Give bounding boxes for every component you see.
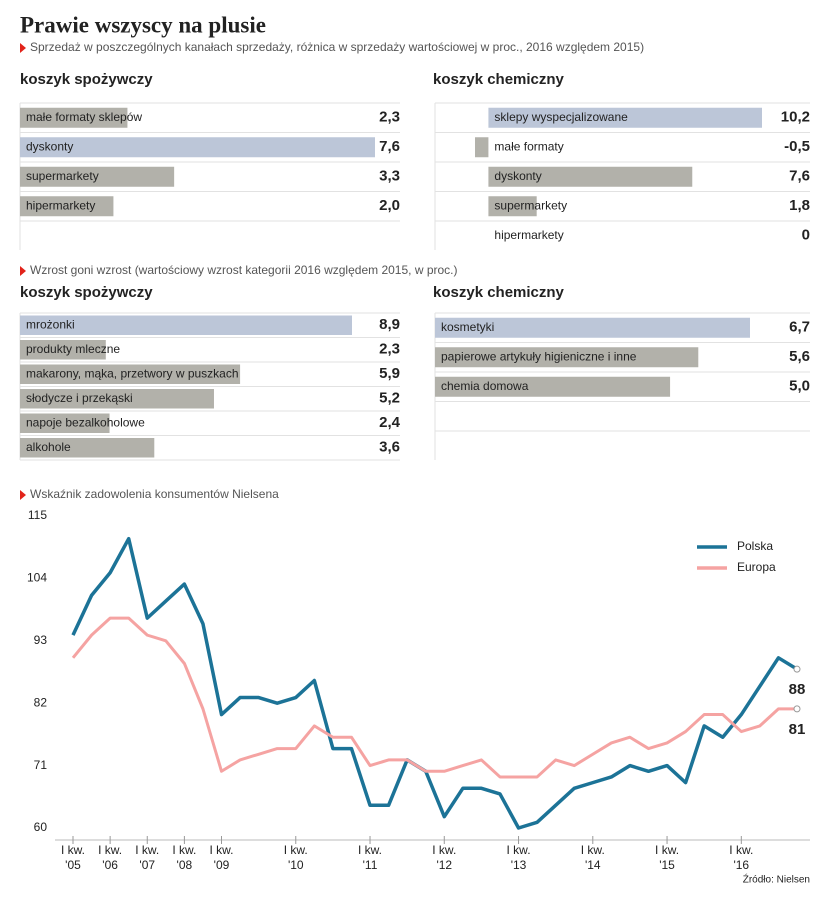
value-label: 5,9 [379, 365, 400, 382]
value-label: 5,0 [789, 378, 810, 395]
x-tick-label: I kw. '05 [60, 843, 85, 872]
value-label: 7,6 [379, 138, 400, 155]
bar [435, 347, 699, 368]
bar [20, 364, 241, 384]
x-tick-label: I kw. '08 [172, 843, 197, 872]
bar-label: napoje bezalkoholowe [26, 415, 145, 429]
value-label: 8,9 [379, 316, 400, 333]
legend-label: Europa [737, 560, 776, 574]
panel-title: koszyk chemiczny [433, 71, 565, 88]
bar-label: chemia domowa [441, 379, 529, 393]
value-label: 5,2 [379, 390, 400, 407]
end-value-label: 81 [789, 721, 806, 738]
bar-label: hipermarkety [494, 228, 563, 242]
bar-label: makarony, mąka, przetwory w puszkach [26, 366, 239, 380]
section-marker [20, 266, 26, 276]
chart-title: Wskaźnik zadowolenia konsumentów Nielsen… [30, 487, 279, 501]
section-marker [20, 43, 26, 53]
main-title: Prawie wszyscy na plusie [20, 12, 266, 37]
bar-label: małe formaty [494, 139, 563, 153]
bar-label: mrożonki [26, 317, 75, 331]
value-label: 2,3 [379, 109, 400, 126]
legend-label: Polska [737, 539, 773, 553]
bar-label: kosmetyki [441, 320, 494, 334]
series-line [71, 536, 798, 830]
end-marker [793, 705, 801, 713]
value-label: -0,5 [784, 138, 810, 155]
value-label: 3,3 [379, 168, 400, 185]
x-tick-label: I kw. '16 [729, 843, 754, 872]
y-tick-label: 104 [27, 571, 47, 585]
bar-label: dyskonty [26, 139, 73, 153]
bar-label: alkohole [26, 440, 71, 454]
y-tick-label: 71 [34, 758, 48, 772]
value-label: 3,6 [379, 439, 400, 456]
bar [20, 315, 352, 335]
bar [435, 317, 750, 338]
x-tick-label: I kw. '14 [580, 843, 605, 872]
value-label: 0 [802, 227, 810, 244]
x-tick-label: I kw. '11 [358, 843, 383, 872]
panel-title: koszyk spożywczy [20, 71, 153, 88]
bar-label: papierowe artykuły higieniczne i inne [441, 349, 637, 363]
section-marker [20, 490, 26, 500]
bar [20, 137, 375, 158]
end-marker [793, 665, 801, 673]
bar-label: hipermarkety [26, 198, 95, 212]
value-label: 1,8 [789, 197, 810, 214]
bar-label: słodycze i przekąski [26, 391, 133, 405]
x-tick-label: I kw. '10 [283, 843, 308, 872]
value-label: 7,6 [789, 168, 810, 185]
subtitle: Wzrost goni wzrost (wartościowy wzrost k… [30, 263, 458, 277]
bar [488, 107, 762, 128]
x-tick-label: I kw. '09 [209, 843, 234, 872]
value-label: 2,0 [379, 197, 400, 214]
series-line [71, 616, 797, 779]
value-label: 10,2 [781, 109, 810, 126]
bar [475, 137, 489, 158]
source: Źródło: Nielsen [743, 873, 810, 886]
x-tick-label: I kw. '13 [506, 843, 531, 872]
value-label: 6,7 [789, 319, 810, 336]
x-tick-label: I kw. '12 [432, 843, 457, 872]
bar-label: supermarkety [26, 169, 99, 183]
x-tick-label: I kw. '07 [135, 843, 160, 872]
bar [20, 438, 155, 458]
panel-title: koszyk spożywczy [20, 284, 153, 301]
bar [20, 340, 106, 360]
bar-label: małe formaty sklepów [26, 110, 142, 124]
value-label: 5,6 [789, 348, 810, 365]
y-tick-label: 115 [28, 508, 47, 522]
bar [20, 196, 114, 217]
bar [435, 376, 671, 397]
value-label: 2,3 [379, 341, 400, 358]
y-tick-label: 60 [34, 820, 48, 834]
subtitle: Sprzedaż w poszczególnych kanałach sprze… [30, 40, 644, 54]
bar [20, 389, 214, 409]
x-tick-label: I kw. '06 [98, 843, 123, 872]
bar [488, 166, 693, 187]
bar [488, 196, 537, 217]
x-tick-label: I kw. '15 [655, 843, 680, 872]
bar-label: produkty mleczne [26, 342, 120, 356]
value-label: 2,4 [379, 414, 401, 431]
bar [20, 413, 110, 433]
bar [20, 107, 128, 128]
panel-title: koszyk chemiczny [433, 284, 565, 301]
bar-label: sklepy wyspecjalizowane [494, 110, 628, 124]
bar-label: supermarkety [494, 198, 567, 212]
y-tick-label: 93 [34, 633, 48, 647]
y-tick-label: 82 [34, 695, 48, 709]
bar-label: dyskonty [494, 169, 541, 183]
bar [20, 166, 175, 187]
end-value-label: 88 [789, 681, 806, 698]
